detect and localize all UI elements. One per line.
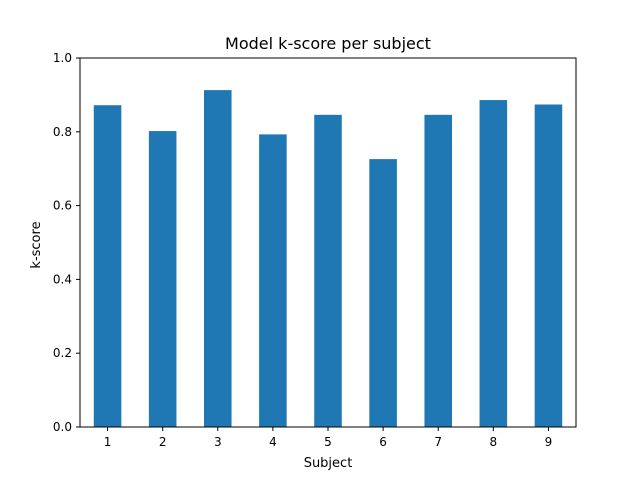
- y-tick-label: 0.8: [53, 125, 72, 139]
- bars-group: [93, 90, 563, 428]
- bar-subject-6: [369, 159, 397, 427]
- x-axis-ticks: 1 2 3 4 5 6 7 8 9: [104, 427, 553, 449]
- x-tick-label: 5: [324, 435, 332, 449]
- bar-subject-3: [204, 90, 232, 427]
- x-tick-label: 8: [490, 435, 498, 449]
- bar-subject-1: [93, 105, 122, 428]
- x-tick-label: 7: [434, 435, 442, 449]
- x-tick-label: 4: [269, 435, 277, 449]
- x-tick-label: 6: [379, 435, 387, 449]
- y-tick-label: 0.6: [53, 199, 72, 213]
- x-tick-label: 9: [545, 435, 553, 449]
- y-axis-ticks: 0.0 0.2 0.4 0.6 0.8 1.0: [53, 51, 80, 434]
- y-tick-label: 0.0: [53, 420, 72, 434]
- bar-subject-9: [534, 104, 563, 427]
- chart-title: Model k-score per subject: [225, 34, 431, 53]
- bar-subject-4: [259, 134, 287, 427]
- plot-frame: [79, 57, 577, 428]
- bar-subject-7: [424, 114, 452, 428]
- bar-subject-8: [479, 100, 508, 427]
- y-tick-label: 0.4: [53, 272, 72, 286]
- bar-subject-5: [314, 114, 342, 428]
- y-tick-label: 0.2: [53, 346, 72, 360]
- x-axis-label: Subject: [304, 456, 353, 471]
- x-tick-label: 3: [214, 435, 222, 449]
- y-axis-label: k-score: [29, 221, 44, 268]
- x-tick-label: 2: [159, 435, 167, 449]
- y-tick-label: 1.0: [53, 51, 72, 65]
- x-tick-label: 1: [104, 435, 112, 449]
- bar-subject-2: [148, 131, 177, 427]
